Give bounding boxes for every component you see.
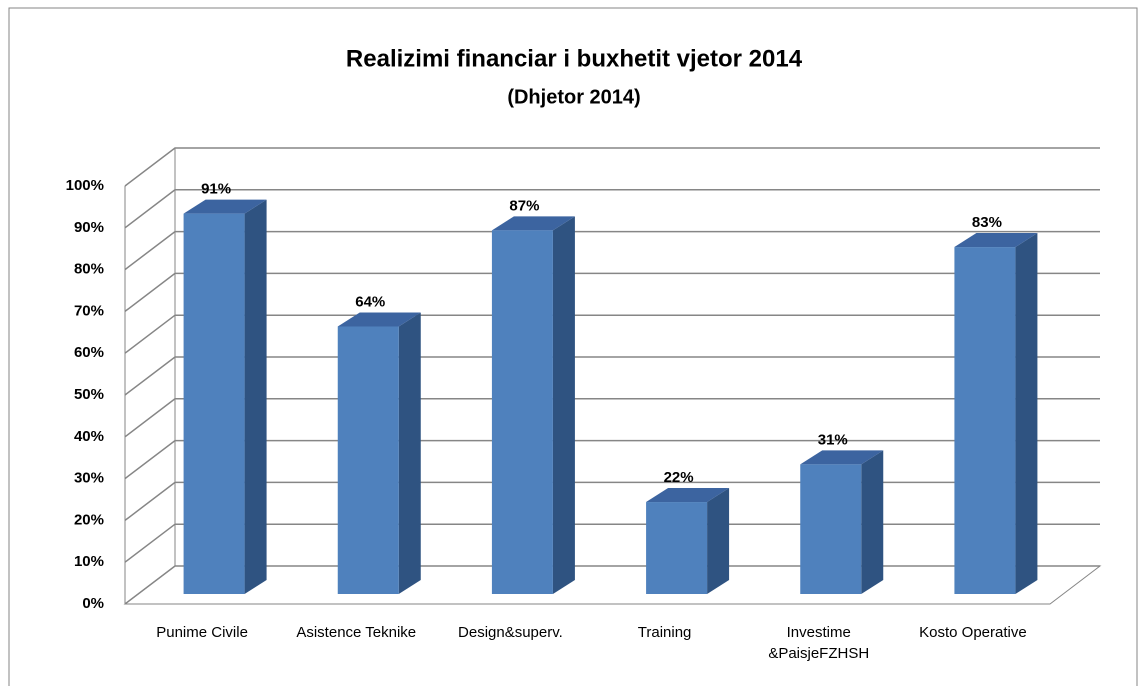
chart-subtitle: (Dhjetor 2014) <box>507 86 640 108</box>
bar-top <box>646 488 730 503</box>
data-label: 83% <box>972 214 1002 231</box>
bar <box>337 326 399 594</box>
y-tick-label: 90% <box>74 219 104 236</box>
data-label: 31% <box>818 431 848 448</box>
y-tick-label: 70% <box>74 302 104 319</box>
grid-line <box>124 481 1100 521</box>
y-tick-label: 40% <box>74 428 104 445</box>
y-tick-label: 80% <box>74 261 104 278</box>
y-tick-label: 60% <box>74 344 104 361</box>
y-tick-label: 10% <box>74 553 104 570</box>
grid-line <box>124 439 1100 480</box>
bar-top <box>800 450 884 465</box>
bar-side <box>552 216 575 594</box>
bar-side <box>707 488 730 594</box>
bar <box>491 230 553 594</box>
bar-top <box>954 233 1038 248</box>
bar-side <box>1015 233 1038 594</box>
data-label: 91% <box>201 181 231 198</box>
y-tick-label: 0% <box>82 595 104 612</box>
chart-title: Realizimi financiar i buxhetit vjetor 20… <box>346 45 803 72</box>
bar-side <box>398 312 421 594</box>
grid-line <box>124 398 1100 438</box>
y-tick-label: 100% <box>66 177 104 194</box>
bar <box>646 502 708 594</box>
x-tick-label: Training <box>637 624 692 641</box>
grid-line <box>124 523 1100 563</box>
data-label: 87% <box>509 197 539 214</box>
grid-line <box>124 147 1100 187</box>
grid-line <box>124 189 1100 229</box>
x-tick-label: Asistence Teknike <box>296 624 417 641</box>
grid-line <box>124 565 1100 605</box>
bar-top <box>337 312 421 327</box>
y-tick-label: 30% <box>74 470 104 487</box>
data-label: 64% <box>355 293 385 310</box>
x-tick-label: Investime &PaisjeFZHSH <box>768 624 870 662</box>
y-tick-label: 50% <box>74 386 104 403</box>
bar <box>183 213 245 594</box>
bar-side <box>244 199 267 594</box>
grid-line <box>124 356 1100 396</box>
x-tick-label: Design&superv. <box>458 624 563 641</box>
bar <box>954 247 1016 594</box>
grid-line <box>124 272 1100 312</box>
bar <box>800 464 862 594</box>
grid-line <box>124 314 1100 354</box>
x-tick-label: Kosto Operative <box>919 624 1027 641</box>
y-tick-label: 20% <box>74 511 104 528</box>
bar-side <box>861 450 884 594</box>
bar-top <box>183 199 267 214</box>
grid-line <box>124 230 1100 271</box>
data-label: 22% <box>664 469 694 486</box>
x-tick-label: Punime Civile <box>156 624 248 641</box>
bar-top <box>491 216 575 231</box>
